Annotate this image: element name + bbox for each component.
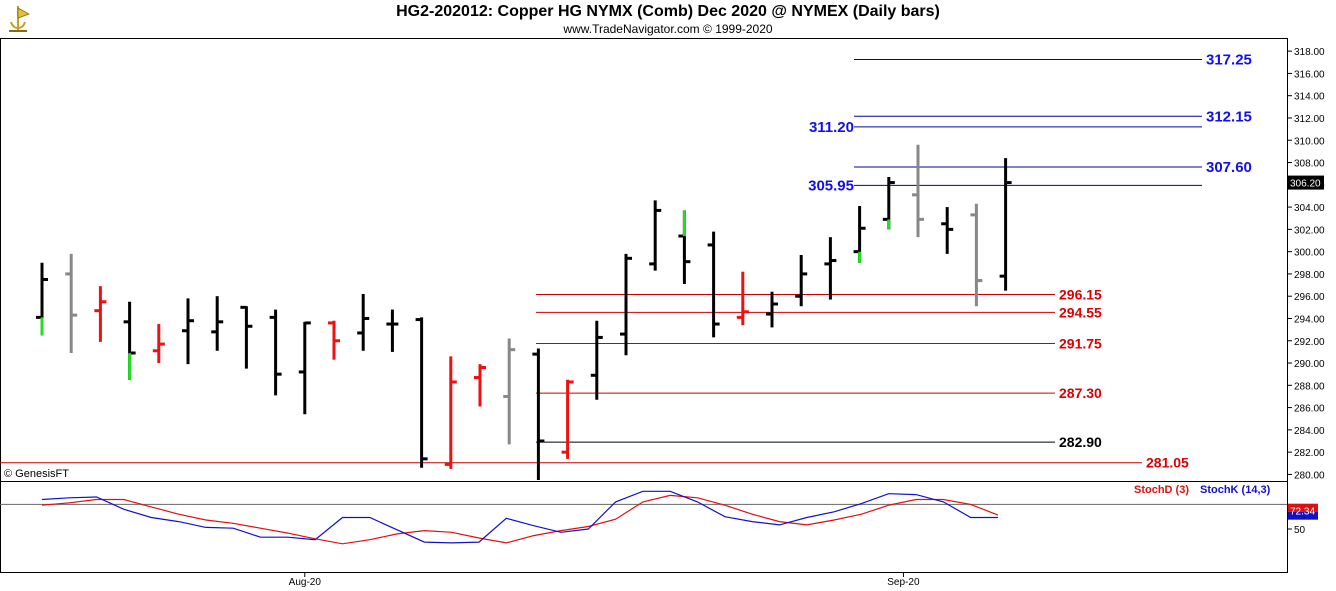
ohlc-bar xyxy=(707,231,720,338)
date-tick-label: Sep-20 xyxy=(887,577,920,588)
ohlc-bar xyxy=(853,205,866,263)
copyright-label: © GenesisFT xyxy=(4,468,69,480)
resistance-label: 311.20 xyxy=(809,119,854,136)
ohlc-bar xyxy=(328,320,340,360)
price-tick-label: 314.00 xyxy=(1294,92,1325,103)
price-tick-label: 302.00 xyxy=(1294,225,1325,236)
ohlc-bar xyxy=(298,321,311,415)
ohlc-bar xyxy=(357,293,370,351)
ohlc-bar xyxy=(240,305,253,369)
price-tick-label: 312.00 xyxy=(1294,114,1325,125)
ohlc-bar xyxy=(532,348,545,480)
stoch-d-line xyxy=(41,494,999,545)
ohlc-bar xyxy=(882,177,895,230)
price-tick-label: 286.00 xyxy=(1294,404,1325,415)
date-tick-label: Aug-20 xyxy=(289,577,322,588)
ohlc-bar xyxy=(941,207,954,254)
trading-navigator-logo xyxy=(9,6,30,32)
date-axis: Aug-20 Sep-20 xyxy=(289,572,920,588)
ohlc-bar xyxy=(736,271,749,326)
ohlc-bar xyxy=(386,309,399,352)
price-tick-label: 292.00 xyxy=(1294,337,1325,348)
ohlc-bar xyxy=(123,301,136,380)
support-label: 294.55 xyxy=(1059,304,1102,320)
stoch-d-marker xyxy=(1288,503,1318,512)
price-tick-label: 282.00 xyxy=(1294,448,1325,459)
ohlc-bar xyxy=(678,210,691,284)
last-price-marker xyxy=(1288,175,1324,190)
resistance-label: 312.15 xyxy=(1206,108,1252,125)
chart-header: HG2-202012: Copper HG NYMX (Comb) Dec 20… xyxy=(0,0,1336,38)
ohlc-bar xyxy=(65,253,78,354)
stoch-current-label: 72.34 xyxy=(1290,507,1315,518)
stochastic-pane: 50 StochD (3) StochK (14,3) 72.34 xyxy=(0,484,1318,545)
resistance-label: 307.60 xyxy=(1206,159,1252,176)
price-pane-border xyxy=(0,38,1288,482)
ohlc-bar xyxy=(182,298,194,365)
ohlc-bar xyxy=(211,296,224,351)
stoch-k-line xyxy=(41,490,998,544)
support-label: 296.15 xyxy=(1059,287,1102,303)
ohlc-bar xyxy=(999,158,1012,291)
price-tick-label: 310.00 xyxy=(1294,136,1325,147)
price-tick-label: 296.00 xyxy=(1294,292,1325,303)
price-tick-label: 308.00 xyxy=(1294,159,1325,170)
price-tick-label: 304.00 xyxy=(1294,203,1325,214)
ohlc-bar xyxy=(152,324,165,364)
price-tick-label: 290.00 xyxy=(1294,359,1325,370)
price-tick-label: 284.00 xyxy=(1294,426,1325,437)
price-tick-label: 316.00 xyxy=(1294,69,1325,80)
price-tick-label: 298.00 xyxy=(1294,270,1325,281)
price-bars xyxy=(36,144,1012,480)
last-price-label: 306.20 xyxy=(1290,179,1321,190)
ohlc-bar xyxy=(444,356,457,469)
stoch-tick-label: 50 xyxy=(1294,525,1306,536)
stoch-k-marker xyxy=(1288,511,1318,520)
ohlc-bar xyxy=(94,286,107,342)
ohlc-bar xyxy=(766,291,778,328)
price-axis: 318.00 316.00 314.00 312.00 310.00 308.00 306.… xyxy=(1287,47,1325,481)
ohlc-bar xyxy=(649,200,662,271)
level-lines: 317.25 312.15 311.20 307.60 305.95 296.15294.… xyxy=(0,51,1252,471)
stoch-pane-border xyxy=(0,481,1288,573)
ohlc-bar xyxy=(912,144,924,238)
legend-stoch-d: StochD (3) xyxy=(1134,484,1189,496)
chart-title: HG2-202012: Copper HG NYMX (Comb) Dec 20… xyxy=(396,3,940,20)
price-tick-label: 318.00 xyxy=(1294,47,1325,58)
price-tick-label: 288.00 xyxy=(1294,381,1325,392)
ohlc-bar xyxy=(824,237,837,300)
support-label: 291.75 xyxy=(1059,336,1102,352)
support-label: 287.30 xyxy=(1059,385,1102,401)
price-tick-label: 300.00 xyxy=(1294,248,1325,259)
ohlc-bar xyxy=(590,320,603,400)
ohlc-bar xyxy=(795,254,808,307)
ohlc-bar xyxy=(503,338,516,445)
support-label: 281.05 xyxy=(1146,455,1189,471)
support-label: 282.90 xyxy=(1059,434,1102,450)
ohlc-bar xyxy=(474,364,486,407)
ohlc-bar xyxy=(620,253,632,356)
resistance-label: 317.25 xyxy=(1206,51,1252,68)
legend-stoch-k: StochK (14,3) xyxy=(1200,484,1271,496)
ohlc-bar xyxy=(269,309,282,396)
ohlc-bar xyxy=(36,262,48,336)
ohlc-bar xyxy=(970,203,983,307)
resistance-label: 305.95 xyxy=(808,177,854,194)
chart-frame xyxy=(0,38,1288,573)
price-tick-label: 280.00 xyxy=(1294,470,1325,481)
ohlc-bar xyxy=(415,317,428,468)
chart-subtitle: www.TradeNavigator.com © 1999-2020 xyxy=(563,22,773,36)
price-tick-label: 294.00 xyxy=(1294,314,1325,325)
ohlc-bar xyxy=(561,379,574,459)
